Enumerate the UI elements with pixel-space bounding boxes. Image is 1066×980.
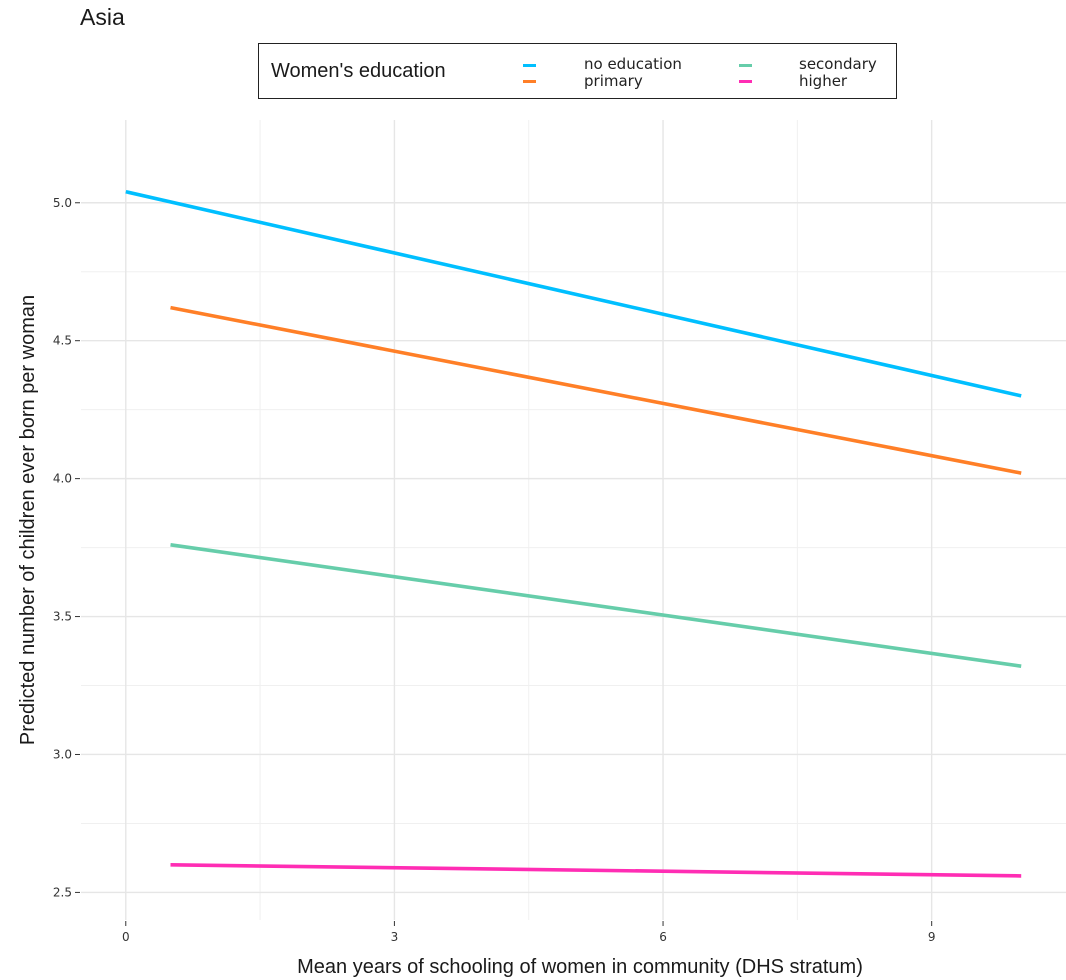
y-axis-title: Predicted number of children ever born p… bbox=[17, 295, 39, 745]
legend-key-higher bbox=[739, 80, 752, 83]
series-line-no-education bbox=[125, 189, 1022, 398]
x-axis-title: Mean years of schooling of women in comm… bbox=[297, 956, 863, 978]
y-tick-label: 4.0 bbox=[53, 472, 72, 486]
series-line-primary bbox=[170, 305, 1022, 475]
legend-label-primary: primary bbox=[584, 72, 643, 90]
legend-label-higher: higher bbox=[799, 72, 848, 90]
legend-label-secondary: secondary bbox=[799, 55, 877, 73]
legend-key-no-education bbox=[523, 64, 536, 67]
chart-title: Asia bbox=[80, 4, 125, 30]
y-tick-label: 4.5 bbox=[53, 334, 72, 348]
legend-key-secondary bbox=[739, 64, 752, 67]
series-line-secondary bbox=[170, 543, 1022, 668]
legend-title: Women's education bbox=[271, 60, 446, 82]
y-tick-label: 2.5 bbox=[53, 885, 72, 899]
y-tick-label: 3.0 bbox=[53, 747, 72, 761]
series-line-higher bbox=[170, 863, 1022, 878]
x-tick-label: 3 bbox=[391, 930, 399, 944]
legend-key-primary bbox=[523, 80, 536, 83]
legend: Women's education no education primary s… bbox=[258, 43, 897, 99]
x-tick-label: 0 bbox=[122, 930, 130, 944]
x-tick-label: 9 bbox=[928, 930, 936, 944]
y-tick-label: 3.5 bbox=[53, 610, 72, 624]
x-tick-label: 6 bbox=[659, 930, 667, 944]
legend-label-no-education: no education bbox=[584, 55, 682, 73]
y-tick-label: 5.0 bbox=[53, 196, 72, 210]
